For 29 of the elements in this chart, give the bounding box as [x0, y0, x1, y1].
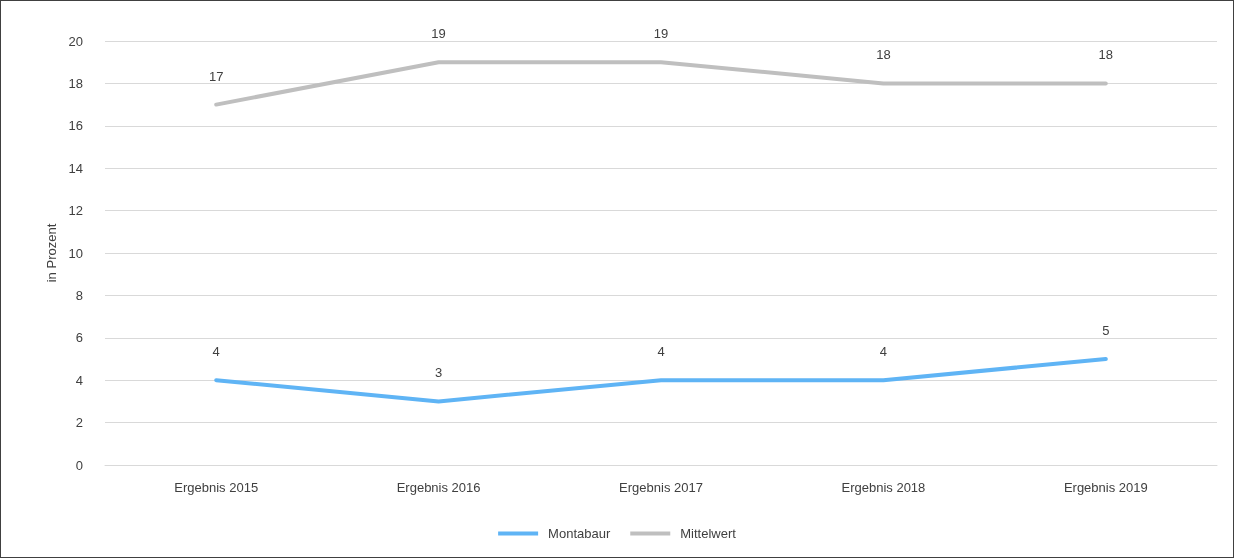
y-tick-label: 18	[68, 75, 83, 91]
legend-label: Mittelwert	[680, 526, 737, 541]
y-tick-label: 8	[75, 287, 83, 303]
y-tick-label: 4	[75, 372, 83, 388]
y-tick-label: 14	[68, 160, 83, 176]
y-tick-label: 2	[75, 415, 83, 431]
data-label: 3	[434, 365, 443, 381]
y-tick-label: 10	[68, 245, 83, 261]
y-tick-label: 6	[75, 330, 83, 346]
y-tick-label: 0	[75, 457, 83, 473]
legend-label: Montabaur	[548, 526, 611, 541]
data-label: 17	[208, 68, 224, 84]
y-tick-label: 16	[68, 118, 83, 134]
data-label: 19	[653, 26, 669, 42]
data-label: 4	[879, 344, 888, 360]
data-label: 19	[431, 26, 446, 42]
data-label: 4	[657, 344, 665, 360]
data-label: 18	[1098, 47, 1114, 63]
x-tick-label: Ergebnis 2015	[174, 480, 259, 495]
data-label: 4	[212, 344, 220, 360]
data-label: 5	[1102, 323, 1110, 338]
data-label: 18	[876, 47, 891, 63]
x-tick-label: Ergebnis 2016	[396, 480, 481, 495]
y-tick-label: 20	[68, 33, 83, 49]
x-tick-label: Ergebnis 2017	[619, 480, 703, 495]
y-tick-label: 12	[68, 203, 83, 219]
x-tick-label: Ergebnis 2018	[841, 480, 926, 495]
y-axis-title: in Prozent	[43, 223, 59, 283]
x-tick-label: Ergebnis 2019	[1063, 480, 1148, 495]
